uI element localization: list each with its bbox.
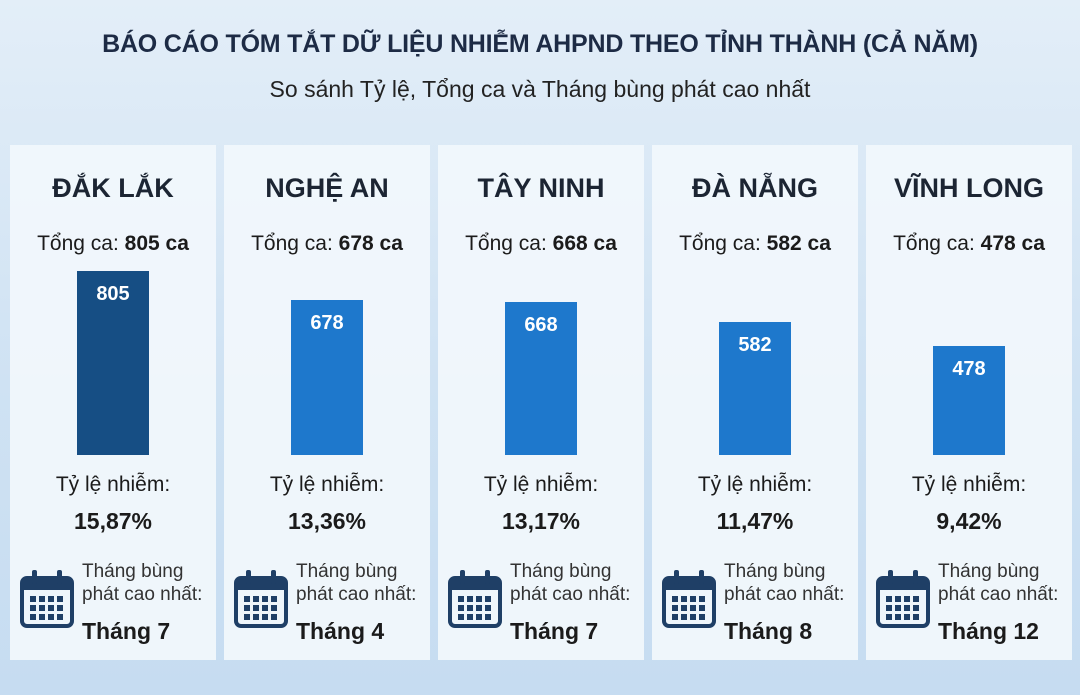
peak-month: Tháng 8 — [724, 618, 813, 644]
peak-label: Tháng bùng phát cao nhất: — [82, 561, 203, 605]
subtitle: So sánh Tỷ lệ, Tổng ca và Tháng bùng phá… — [269, 76, 811, 102]
bar: 582 — [719, 321, 791, 455]
province-card: NGHỆ AN Tổng ca: 678 ca 678 Tỷ lệ nhiễm: 13,… — [224, 145, 430, 660]
total-value: 678 ca — [338, 232, 403, 255]
rate-label: Tỷ lệ nhiễm: — [483, 473, 599, 496]
bar-value-label: 678 — [310, 312, 344, 335]
calendar-icon — [234, 568, 288, 635]
rate-label: Tỷ lệ nhiễm: — [55, 473, 171, 496]
province-name: ĐẮK LẮK — [52, 173, 174, 203]
total-value: 805 ca — [124, 232, 189, 255]
peak-label: Tháng bùng phát cao nhất: — [724, 561, 845, 605]
peak-label: Tháng bùng phát cao nhất: — [938, 561, 1059, 605]
rate-label: Tỷ lệ nhiễm: — [911, 473, 1027, 496]
total-label: Tổng ca: — [37, 232, 119, 255]
peak-label: Tháng bùng phát cao nhất: — [510, 561, 631, 605]
title: BÁO CÁO TÓM TẮT DỮ LIỆU NHIỄM AHPND THEO… — [102, 30, 978, 58]
infection-rate: 15,87% — [73, 508, 152, 534]
bar: 478 — [933, 345, 1005, 455]
total-value: 478 ca — [980, 232, 1045, 255]
calendar-icon — [876, 568, 930, 635]
bar-value-label: 582 — [738, 333, 772, 356]
infection-rate: 11,47% — [716, 508, 794, 534]
province-name: TÂY NINH — [477, 173, 605, 203]
peak-month: Tháng 7 — [510, 618, 599, 644]
total-cases: Tổng ca: 668 ca — [438, 232, 644, 256]
calendar-icon — [662, 568, 716, 635]
peak-month: Tháng 4 — [296, 618, 385, 644]
total-cases: Tổng ca: 805 ca — [10, 232, 216, 256]
bar-value-label: 668 — [524, 314, 558, 337]
total-label: Tổng ca: — [465, 232, 547, 255]
bar: 678 — [291, 300, 363, 455]
province-name: ĐÀ NẴNG — [692, 173, 818, 203]
rate-label: Tỷ lệ nhiễm: — [697, 473, 813, 496]
bar-value-label: 478 — [952, 357, 986, 380]
total-value: 582 ca — [766, 232, 831, 255]
total-value: 668 ca — [552, 232, 617, 255]
total-cases: Tổng ca: 582 ca — [652, 232, 858, 256]
bar: 668 — [505, 302, 577, 455]
rate-label: Tỷ lệ nhiễm: — [269, 473, 385, 496]
total-label: Tổng ca: — [893, 232, 975, 255]
peak-month: Tháng 12 — [938, 618, 1039, 644]
bar: 805 — [77, 271, 149, 455]
infection-rate: 13,36% — [287, 508, 366, 534]
province-name: NGHỆ AN — [265, 173, 389, 203]
infection-rate: 9,42% — [936, 508, 1002, 534]
bar-value-label: 805 — [96, 283, 130, 305]
infection-rate: 13,17% — [501, 508, 580, 534]
total-label: Tổng ca: — [251, 232, 333, 255]
province-card: VĨNH LONG Tổng ca: 478 ca 478 Tỷ lệ nhiễm: 9… — [866, 145, 1072, 660]
province-card: TÂY NINH Tổng ca: 668 ca 668 Tỷ lệ nhiễm: 13… — [438, 145, 644, 660]
calendar-icon — [20, 568, 74, 635]
province-card: ĐÀ NẴNG Tổng ca: 582 ca 582 Tỷ lệ nhiễm: 11,… — [652, 145, 858, 660]
total-cases: Tổng ca: 678 ca — [224, 232, 430, 256]
calendar-icon — [448, 568, 502, 635]
province-name: VĨNH LONG — [893, 173, 1044, 203]
total-cases: Tổng ca: 478 ca — [866, 232, 1072, 256]
peak-label: Tháng bùng phát cao nhất: — [296, 561, 417, 605]
peak-month: Tháng 7 — [82, 618, 171, 644]
total-label: Tổng ca: — [679, 232, 761, 255]
province-card: ĐẮK LẮK Tổng ca: 805 ca 805 Tỷ lệ nhiễm: 15,… — [10, 145, 216, 660]
